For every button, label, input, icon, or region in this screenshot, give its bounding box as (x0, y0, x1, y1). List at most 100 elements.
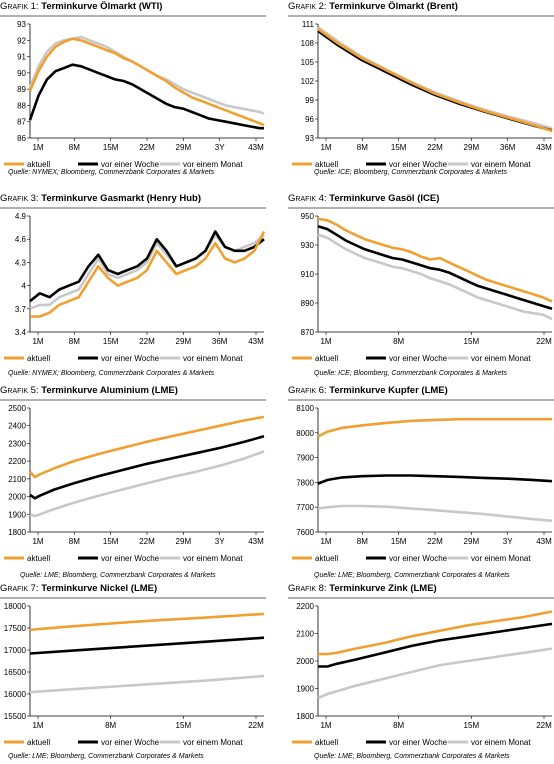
chart-source: Quelle: NYMEX; Bloomberg, Commerzbank Co… (8, 370, 215, 377)
y-tick-label: 3.7 (15, 305, 27, 314)
x-tick-label: 43M (248, 143, 264, 152)
x-tick-label: 8M (69, 337, 80, 346)
chart-header: Grafik 7: Terminkurve Nickel (LME) (0, 582, 266, 599)
chart-source: Quelle: LME; Bloomberg, Commerzbank Corp… (8, 753, 204, 760)
series-line-vor-einem-Monat (317, 233, 553, 321)
y-tick-label: 91 (17, 53, 26, 62)
legend-label: vor einem Monat (183, 738, 243, 747)
chart-panel-8: Grafik 8: Terminkurve Zink (LME) 1800 190… (288, 582, 554, 764)
y-tick-label: 16000 (4, 690, 27, 699)
chart-5-svg: 1800 1900 2000 2100 2200 2300 2400 2500 1M 8M 15M 2… (4, 404, 265, 563)
x-tick-label: 15M (391, 143, 407, 152)
y-tick-label: 2100 (296, 630, 314, 639)
series-line-aktuell (29, 415, 265, 479)
chart-source: Quelle: LME; Bloomberg, Commerzbank Corp… (314, 572, 510, 579)
y-tick-label: 7600 (296, 528, 314, 537)
chart-label: Grafik 7: (0, 583, 39, 594)
y-tick-label: 88 (17, 101, 26, 110)
y-tick-label: 2400 (8, 422, 26, 431)
legend-label: aktuell (315, 554, 338, 563)
x-tick-label: 36M (212, 337, 228, 346)
y-tick-label: 2500 (8, 404, 26, 413)
chart-title: Terminkurve Aluminium (LME) (41, 385, 178, 396)
legend-label: vor einem Monat (471, 354, 531, 363)
series-line-vor-einem-Monat (317, 647, 553, 700)
x-tick-label: 15M (391, 537, 407, 546)
legend-label: aktuell (27, 554, 50, 563)
y-tick-label: 2000 (296, 657, 314, 666)
chart-title: Terminkurve Gasmarkt (Henry Hub) (41, 193, 202, 204)
legend-label: aktuell (315, 160, 338, 169)
x-tick-label: 43M (536, 537, 552, 546)
series-line-aktuell (28, 37, 265, 127)
legend-label: aktuell (315, 738, 338, 747)
x-tick-label: 43M (248, 337, 264, 346)
chart-label: Grafik 8: (288, 583, 327, 594)
y-tick-label: 17500 (4, 624, 27, 633)
x-tick-label: 1M (32, 537, 43, 546)
chart-source: Quelle: LME; Bloomberg, Commerzbank Corp… (314, 753, 510, 760)
y-tick-label: 4.9 (15, 212, 27, 221)
chart-label: Grafik 5: (0, 385, 39, 396)
y-tick-label: 2200 (8, 457, 26, 466)
x-tick-label: 3Y (215, 537, 225, 546)
y-tick-label: 8100 (296, 404, 314, 413)
chart-label: Grafik 6: (288, 385, 327, 396)
y-tick-label: 950 (301, 212, 315, 221)
chart-source: Quelle: NYMEX; Bloomberg, Commerzbank Co… (8, 169, 215, 176)
x-tick-label: 1M (32, 721, 43, 730)
chart-7-svg: 15500 16000 16500 17000 17500 18000 1M 8M 15M 22M… (4, 602, 265, 747)
y-tick-label: 4.3 (15, 258, 27, 267)
chart-panel-4: Grafik 4: Terminkurve Gasöl (ICE) 870 890… (288, 192, 554, 382)
y-tick-label: 93 (305, 134, 314, 143)
x-tick-label: 22M (248, 721, 264, 730)
y-tick-label: 890 (301, 299, 315, 308)
series-line-aktuell (317, 417, 552, 438)
chart-3-svg: 3.4 3.7 4 4.3 4.6 4.9 1M 8M 15M 22M 29M 36M 43M aktue… (4, 212, 266, 363)
chart-title: Terminkurve Zink (LME) (329, 583, 437, 594)
series-line-vor-einem-Monat (317, 504, 553, 523)
x-tick-label: 43M (536, 143, 552, 152)
series-line-vor-einer-Woche (317, 474, 553, 485)
chart-title: Terminkurve Nickel (LME) (41, 583, 158, 594)
y-tick-label: 4.6 (15, 235, 27, 244)
legend-label: vor einem Monat (471, 160, 531, 169)
series-line-vor-einer-Woche (318, 622, 553, 668)
legend-label: vor einem Monat (183, 354, 243, 363)
chart-1-svg: 86 87 88 89 90 91 92 93 1M 8M 15M 22M 29M 3Y 43M aktuel… (4, 20, 265, 169)
y-tick-label: 1800 (296, 712, 314, 721)
y-tick-label: 15500 (4, 712, 27, 721)
series-line-vor-einer-Woche (29, 636, 265, 655)
x-tick-label: 1M (32, 143, 43, 152)
x-tick-label: 15M (176, 721, 192, 730)
y-tick-label: 910 (301, 270, 315, 279)
legend-label: vor einer Woche (389, 554, 448, 563)
series-line-aktuell (29, 612, 265, 632)
x-tick-label: 29M (464, 537, 480, 546)
series-line-vor-einem-Monat (29, 233, 265, 311)
chart-2-svg: 93 96 99 102 105 108 111 1M 8M 15M 22M 29M 36M 43M akt… (292, 20, 553, 169)
x-tick-label: 22M (536, 721, 552, 730)
series-line-vor-einer-Woche (28, 63, 264, 130)
y-tick-label: 2100 (8, 475, 26, 484)
legend-label: aktuell (27, 738, 50, 747)
x-tick-label: 15M (464, 721, 480, 730)
chart-label: Grafik 3: (0, 193, 39, 204)
y-tick-label: 8000 (296, 429, 314, 438)
series-line-aktuell (317, 28, 553, 133)
y-tick-label: 17000 (4, 646, 27, 655)
chart-panel-1: Grafik 1: Terminkurve Ölmarkt (WTI) 86 87… (0, 0, 266, 188)
legend-label: aktuell (315, 354, 338, 363)
y-tick-label: 1800 (8, 528, 26, 537)
legend-label: vor einer Woche (389, 738, 448, 747)
x-tick-label: 22M (139, 143, 155, 152)
y-tick-label: 102 (301, 77, 315, 86)
chart-header: Grafik 4: Terminkurve Gasöl (ICE) (288, 192, 554, 209)
x-tick-label: 8M (69, 143, 80, 152)
y-tick-label: 96 (305, 115, 314, 124)
legend-label: vor einer Woche (389, 354, 448, 363)
y-tick-label: 2200 (296, 602, 314, 611)
chart-6-svg: 7600 7700 7800 7900 8000 8100 1M 8M 15M 22M 29M 3Y 4… (292, 404, 553, 563)
y-tick-label: 2000 (8, 493, 26, 502)
x-tick-label: 1M (320, 337, 331, 346)
